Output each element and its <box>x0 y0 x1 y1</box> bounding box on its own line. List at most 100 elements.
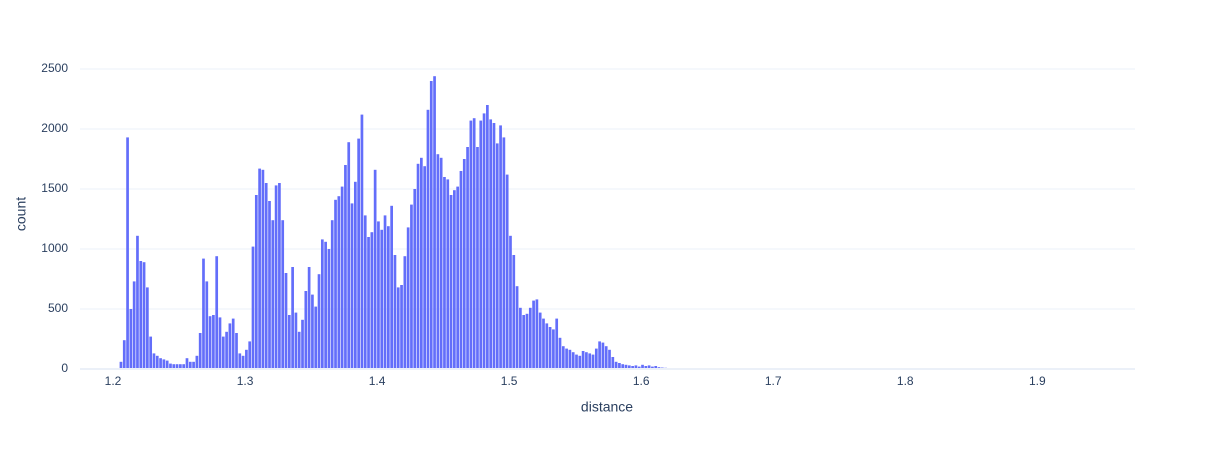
x-tick-label: 1.6 <box>633 374 650 388</box>
bar <box>495 143 499 369</box>
bar <box>627 365 631 369</box>
bar <box>515 286 519 369</box>
bar <box>373 169 377 369</box>
bar <box>433 76 436 369</box>
bar <box>172 364 176 369</box>
bar <box>228 323 232 369</box>
bar <box>443 177 446 369</box>
bar <box>377 221 380 369</box>
bar <box>634 365 638 369</box>
bar <box>426 109 430 370</box>
bar <box>291 267 294 369</box>
bar <box>198 333 202 369</box>
bar <box>581 351 585 369</box>
bar <box>330 220 334 369</box>
bar <box>139 261 143 369</box>
bar <box>278 183 281 369</box>
x-tick-label: 1.4 <box>369 374 386 388</box>
bar <box>235 333 238 369</box>
x-tick-label: 1.7 <box>765 374 782 388</box>
bar <box>202 258 205 369</box>
bar <box>644 366 648 369</box>
bar <box>390 205 393 369</box>
bar <box>179 364 182 369</box>
bar <box>320 239 324 369</box>
bar <box>439 157 443 369</box>
bar <box>380 229 384 369</box>
bar <box>324 241 327 369</box>
bar <box>598 341 601 369</box>
bar <box>522 315 526 369</box>
bar <box>469 120 473 369</box>
x-tick-label: 1.5 <box>501 374 518 388</box>
bar <box>307 267 311 369</box>
bar <box>274 185 278 369</box>
y-tick-label: 1000 <box>41 241 68 255</box>
bar <box>353 181 357 369</box>
bar <box>396 287 400 369</box>
bar <box>489 119 493 370</box>
bar <box>486 105 489 369</box>
bar <box>637 366 641 369</box>
bar <box>624 364 628 369</box>
bar <box>647 365 651 369</box>
bar <box>327 249 331 369</box>
bar <box>446 179 450 369</box>
bar <box>142 262 146 369</box>
bar <box>122 340 126 369</box>
bar <box>136 235 139 369</box>
y-tick-label: 500 <box>48 301 68 315</box>
bar <box>195 355 199 369</box>
bar <box>347 142 351 369</box>
bar <box>594 348 598 369</box>
bar <box>552 329 555 369</box>
bar <box>175 364 179 369</box>
bar <box>212 315 215 369</box>
bar <box>152 353 156 369</box>
bar <box>403 256 407 369</box>
bar <box>499 125 502 370</box>
bar <box>472 118 476 369</box>
bar <box>614 361 618 369</box>
bar <box>357 138 360 369</box>
bar <box>479 120 483 369</box>
bar <box>453 190 456 369</box>
bar <box>248 341 252 369</box>
bar <box>631 366 634 369</box>
bar <box>611 357 615 369</box>
bar <box>591 354 595 369</box>
bar <box>182 364 186 369</box>
bar <box>386 226 390 369</box>
bar <box>311 294 314 369</box>
bar <box>618 363 621 369</box>
y-tick-label: 1500 <box>41 181 68 195</box>
bar <box>294 312 298 369</box>
bar <box>528 307 532 369</box>
bar <box>561 346 565 369</box>
bar <box>205 281 209 369</box>
bar <box>429 81 433 369</box>
bar <box>651 366 654 369</box>
bar <box>162 359 166 369</box>
bar <box>535 299 539 369</box>
bar <box>532 300 535 369</box>
bar <box>268 201 271 369</box>
bar <box>287 315 291 369</box>
bar <box>492 123 496 369</box>
bar <box>231 318 235 369</box>
bar <box>462 159 466 369</box>
bar <box>456 186 460 369</box>
bar <box>221 336 225 369</box>
bar <box>188 361 192 369</box>
bar <box>218 317 222 369</box>
bar <box>585 352 588 369</box>
bar <box>132 281 136 369</box>
bar <box>363 215 367 369</box>
bar <box>281 220 285 369</box>
bar <box>406 227 410 369</box>
bar <box>558 337 562 369</box>
bar <box>555 318 559 369</box>
bar <box>482 113 486 370</box>
bar <box>568 349 572 369</box>
